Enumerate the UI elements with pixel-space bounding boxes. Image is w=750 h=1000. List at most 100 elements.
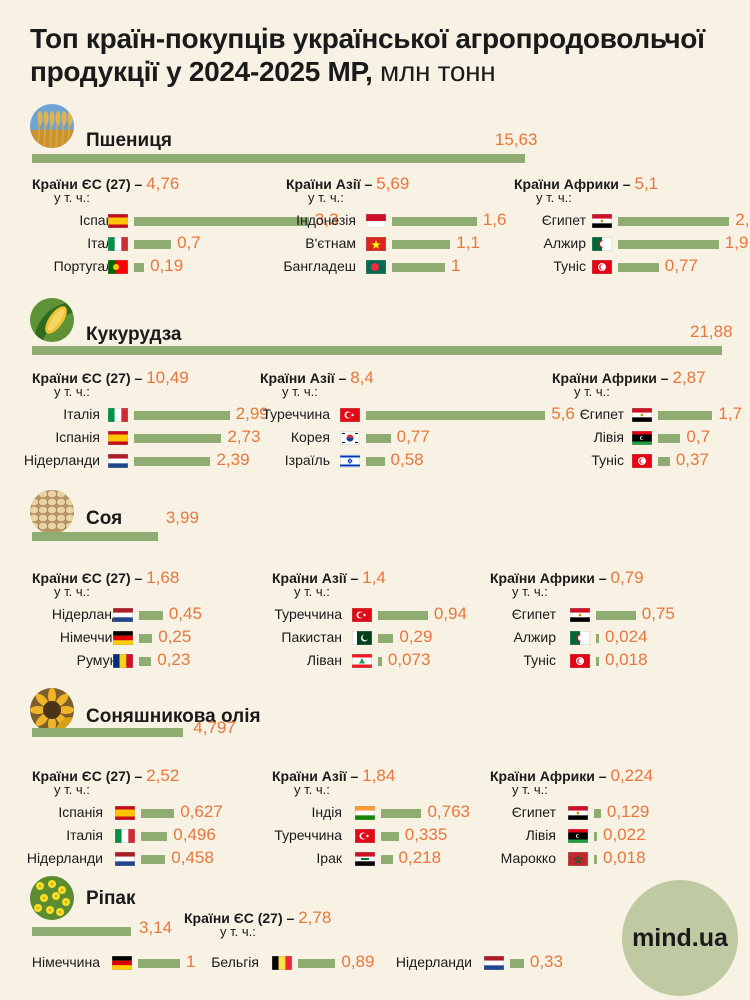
- country-name: Туреччина: [274, 606, 342, 622]
- country-value: 1: [186, 952, 196, 971]
- country-bar: [378, 657, 382, 666]
- country-bar: [594, 809, 601, 818]
- country-row-2: Нідерланди 0,33: [0, 952, 750, 974]
- country-value: 0,763: [427, 802, 470, 821]
- flag-vn-icon: [365, 236, 387, 252]
- flag-pt-icon: [107, 259, 129, 275]
- country-name: Нідерланди: [395, 954, 472, 970]
- country-row-2: Туніс 0,37: [0, 450, 750, 472]
- flag-tn-icon: [591, 259, 613, 275]
- country-bar: [658, 434, 681, 443]
- country-name: Єгипет: [511, 606, 556, 622]
- country-value: 0,018: [605, 650, 648, 669]
- country-bar: [139, 634, 153, 643]
- country-value: 0,45: [168, 604, 202, 623]
- country-name: Корея: [290, 429, 330, 445]
- crop-total-value: 4,797: [193, 718, 236, 737]
- group-label: Країни ЄС (27) –: [184, 910, 295, 926]
- country-name: Німеччина: [31, 954, 100, 970]
- country-row-2: Португалія 0,19: [0, 256, 750, 278]
- country-name: Італія: [63, 406, 100, 422]
- group-total-value: 1,4: [362, 568, 386, 587]
- group-subtitle: у т. ч.:: [54, 384, 90, 399]
- country-row-2: Нідерланди 0,458: [0, 848, 750, 870]
- country-name: Нідерланди: [51, 606, 128, 622]
- country-value: 0,89: [341, 952, 375, 971]
- country-row-2: Ізраїль 0,58: [0, 450, 750, 472]
- country-value: 0,018: [603, 848, 646, 867]
- crop-total-bar: [32, 728, 184, 737]
- group-label: Країни Азії –: [272, 768, 359, 784]
- group-subtitle: у т. ч.:: [574, 384, 610, 399]
- soybean-icon: [30, 490, 74, 534]
- country-name: Туніс: [553, 258, 586, 274]
- country-row-1: Пакистан 0,29: [0, 627, 750, 649]
- group-heading-1: Країни Азії – 5,69: [286, 174, 409, 194]
- country-value: 0,129: [606, 802, 650, 821]
- group-total-value: 5,1: [634, 174, 659, 193]
- country-name: Лівія: [525, 827, 556, 843]
- country-row-0: Єгипет 0,75: [0, 604, 750, 626]
- crop-total-value: 3,99: [165, 508, 199, 527]
- group-total-value: 2,52: [146, 766, 180, 785]
- group-label: Країни Африки –: [490, 768, 607, 784]
- group-subtitle: у т. ч.:: [54, 190, 90, 205]
- country-row-0: Єгипет 1,7: [0, 404, 750, 426]
- country-row-1: Італія 0,496: [0, 825, 750, 847]
- group-heading-0: Країни ЄС (27) – 1,68: [32, 568, 179, 588]
- sunflower-icon: [30, 688, 74, 732]
- country-row-2: Туніс 0,018: [0, 650, 750, 672]
- group-heading-1: Країни Азії – 1,84: [272, 766, 395, 786]
- country-row-2: Румунія 0,23: [0, 650, 750, 672]
- country-name: Єгипет: [541, 212, 586, 228]
- flag-tr-icon: [339, 407, 361, 423]
- country-row-2: Ірак 0,218: [0, 848, 750, 870]
- country-name: Іспанія: [55, 429, 100, 445]
- country-row-1: В'єтнам 1,1: [0, 233, 750, 255]
- group-heading-0: Країни ЄС (27) – 2,78: [184, 908, 331, 928]
- group-total-value: 1,84: [362, 766, 396, 785]
- country-bar: [510, 959, 524, 968]
- country-bar: [392, 263, 445, 272]
- crop-name-label: Ріпак: [86, 888, 136, 909]
- wheat-icon: [30, 104, 74, 148]
- country-bar: [381, 832, 399, 841]
- group-total-value: 0,224: [610, 766, 654, 785]
- country-bar: [141, 855, 166, 864]
- country-bar: [298, 959, 336, 968]
- group-heading-2: Країни Африки – 0,224: [490, 766, 653, 786]
- country-bar: [134, 434, 222, 443]
- country-bar: [138, 959, 180, 968]
- country-row-1: Іспанія 2,73: [0, 427, 750, 449]
- country-row-1: Італія 0,7: [0, 233, 750, 255]
- country-value: 2,39: [216, 450, 250, 469]
- group-subtitle: у т. ч.:: [512, 584, 548, 599]
- group-total-value: 2,87: [672, 368, 706, 387]
- flag-il-icon: [339, 453, 361, 469]
- country-bar: [366, 434, 391, 443]
- country-row-0: Індонезія 1,6: [0, 210, 750, 232]
- country-value: 0,022: [603, 825, 646, 844]
- country-value: 2,73: [227, 427, 261, 446]
- crop-total-bar: [32, 346, 722, 355]
- country-value: 0,37: [675, 450, 709, 469]
- country-name: Туреччина: [262, 406, 330, 422]
- flag-eg-icon: [591, 213, 613, 229]
- country-name: Туніс: [523, 652, 556, 668]
- page-title: Топ країн-покупців української агропродо…: [30, 22, 750, 88]
- country-name: Алжир: [513, 629, 556, 645]
- country-value: 0,335: [404, 825, 448, 844]
- country-row-2: Ліван 0,073: [0, 650, 750, 672]
- flag-ma-icon: [567, 851, 589, 867]
- group-label: Країни Африки –: [490, 570, 607, 586]
- country-value: 0,7: [686, 427, 711, 446]
- crop-total-value: 21,88: [690, 322, 733, 341]
- country-bar: [141, 832, 168, 841]
- group-label: Країни ЄС (27) –: [32, 370, 143, 386]
- group-label: Країни ЄС (27) –: [32, 176, 143, 192]
- country-row-1: Бельгія 0,89: [0, 952, 750, 974]
- group-total-value: 2,78: [298, 908, 332, 927]
- country-row-2: Нідерланди 2,39: [0, 450, 750, 472]
- flag-bd-icon: [365, 259, 387, 275]
- flag-kr-icon: [339, 430, 361, 446]
